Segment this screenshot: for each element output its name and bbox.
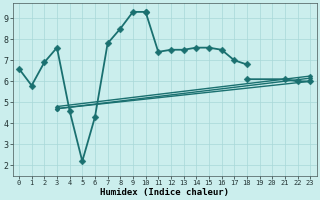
- X-axis label: Humidex (Indice chaleur): Humidex (Indice chaleur): [100, 188, 229, 197]
